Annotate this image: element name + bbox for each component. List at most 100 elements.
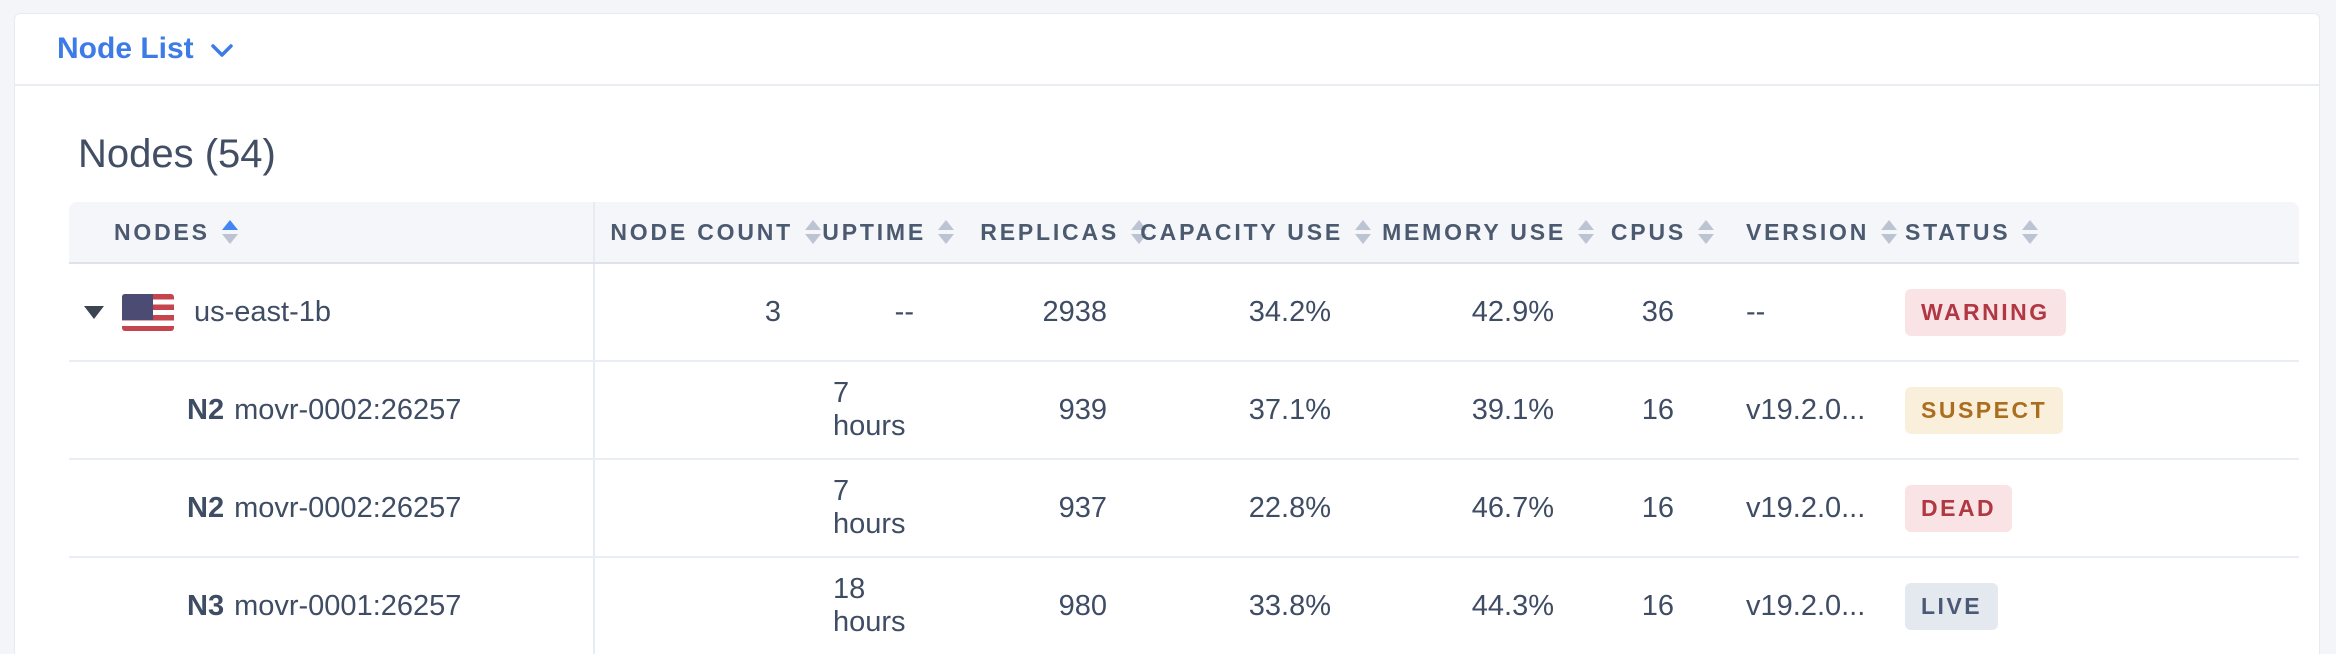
- status-badge: WARNING: [1905, 288, 2066, 336]
- sort-up-arrow: [1698, 220, 1714, 230]
- capacity_use-cell: 22.8%: [1248, 491, 1331, 524]
- expand-caret-icon[interactable]: [84, 305, 104, 319]
- column-label: REPLICAS: [980, 218, 1119, 245]
- column-label: VERSION: [1746, 218, 1870, 245]
- status-cell: LIVE: [1891, 558, 2299, 654]
- page-title: Nodes (54): [78, 132, 276, 176]
- status-badge: SUSPECT: [1905, 386, 2064, 434]
- node_count-cell: [595, 362, 833, 458]
- us-flag-icon: [122, 293, 174, 331]
- replicas-cell: 937: [1058, 491, 1107, 524]
- sort-up-arrow: [221, 220, 238, 230]
- memory_use-cell: 44.3%: [1471, 589, 1554, 622]
- uptime-cell: 7 hours: [833, 475, 906, 540]
- sort-icon[interactable]: [2022, 220, 2039, 244]
- column-header-memory_use[interactable]: MEMORY USE: [1382, 202, 1606, 262]
- replicas-cell: 980: [1058, 589, 1107, 622]
- cpus-cell: 16: [1641, 393, 1674, 426]
- sort-asc-icon[interactable]: [221, 220, 238, 244]
- column-label: CPUS: [1610, 218, 1686, 245]
- column-label: MEMORY USE: [1382, 218, 1566, 245]
- uptime-cell: 18 hours: [833, 573, 906, 638]
- column-label: NODES: [114, 218, 210, 245]
- node-address: movr-0002:26257: [234, 393, 462, 426]
- sort-up-arrow: [1355, 220, 1371, 230]
- sort-down-arrow: [1698, 234, 1714, 244]
- table-header: NODES NODE COUNT UPTIME REPLICAS CAPACITY US…: [69, 202, 2299, 264]
- column-label: NODE COUNT: [610, 218, 793, 245]
- sort-icon[interactable]: [1881, 220, 1898, 244]
- sort-down-arrow: [1881, 234, 1898, 244]
- capacity_use-cell: 37.1%: [1248, 393, 1331, 426]
- sort-down-arrow: [2022, 234, 2039, 244]
- memory_use-cell: 39.1%: [1471, 393, 1554, 426]
- sort-icon[interactable]: [1355, 220, 1371, 244]
- node-list-dropdown[interactable]: Node List: [57, 32, 194, 65]
- sort-icon[interactable]: [1698, 220, 1714, 244]
- capacity_use-cell: 33.8%: [1248, 589, 1331, 622]
- table-row-region-us-east-1b[interactable]: us-east-1b 3 -- 2938 34.2% 42.9% 36 -- WARNING: [69, 264, 2299, 362]
- node_count-cell: [595, 460, 833, 556]
- column-header-replicas[interactable]: REPLICAS: [966, 202, 1159, 262]
- column-header-node_count[interactable]: NODE COUNT: [595, 202, 833, 262]
- column-header-status[interactable]: STATUS: [1891, 202, 2299, 262]
- node-address: movr-0002:26257: [234, 491, 462, 524]
- sort-icon[interactable]: [805, 220, 821, 244]
- sort-up-arrow: [2022, 220, 2039, 230]
- node-id: N2: [187, 491, 225, 524]
- memory_use-cell: 46.7%: [1471, 491, 1554, 524]
- nodes-cell: N2 movr-0002:26257: [69, 460, 595, 556]
- sort-down-arrow: [221, 234, 238, 244]
- status-badge: LIVE: [1905, 582, 1999, 630]
- sort-up-arrow: [1578, 220, 1594, 230]
- version-cell: --: [1746, 295, 1766, 328]
- status-cell: DEAD: [1891, 460, 2299, 556]
- table-body: us-east-1b 3 -- 2938 34.2% 42.9% 36 -- WARNING N2…: [69, 264, 2299, 654]
- cpus-cell: 16: [1641, 491, 1674, 524]
- node-list-card: Node List Nodes (54) NODES NODE COUNT UPTI…: [14, 13, 2320, 654]
- status-badge: DEAD: [1905, 484, 2013, 532]
- sort-icon[interactable]: [1578, 220, 1594, 244]
- sort-up-arrow: [938, 220, 954, 230]
- sort-down-arrow: [938, 234, 954, 244]
- sort-down-arrow: [1131, 234, 1147, 244]
- nodes-cell: N2 movr-0002:26257: [69, 362, 595, 458]
- table-row-node-n2[interactable]: N2 movr-0002:26257 7 hours 937 22.8% 46.7% 16 v…: [69, 460, 2299, 558]
- node-id: N3: [187, 589, 225, 622]
- replicas-cell: 939: [1058, 393, 1107, 426]
- nodes-table: NODES NODE COUNT UPTIME REPLICAS CAPACITY US…: [69, 202, 2299, 654]
- replicas-cell: 2938: [1042, 295, 1107, 328]
- sort-down-arrow: [1355, 234, 1371, 244]
- table-header-row: NODES NODE COUNT UPTIME REPLICAS CAPACITY US…: [69, 202, 2299, 262]
- node-id: N2: [187, 393, 225, 426]
- version-cell: v19.2.0...: [1746, 393, 1866, 426]
- chevron-down-icon[interactable]: [210, 43, 234, 59]
- status-cell: WARNING: [1891, 264, 2299, 360]
- status-cell: SUSPECT: [1891, 362, 2299, 458]
- table-row-node-n2[interactable]: N2 movr-0002:26257 7 hours 939 37.1% 39.1% 16 v…: [69, 362, 2299, 460]
- column-label: CAPACITY USE: [1140, 218, 1343, 245]
- memory_use-cell: 42.9%: [1471, 295, 1554, 328]
- column-label: STATUS: [1905, 218, 2011, 245]
- sort-up-arrow: [1131, 220, 1147, 230]
- sort-up-arrow: [805, 220, 821, 230]
- sort-up-arrow: [1881, 220, 1898, 230]
- nodes-cell: N3 movr-0001:26257: [69, 558, 595, 654]
- uptime-cell: 7 hours: [833, 377, 906, 442]
- table-row-node-n3[interactable]: N3 movr-0001:26257 18 hours 980 33.8% 44.3% 16…: [69, 558, 2299, 654]
- sort-icon[interactable]: [938, 220, 954, 244]
- cpus-cell: 36: [1641, 295, 1674, 328]
- node_count-cell: [595, 558, 833, 654]
- column-header-cpus[interactable]: CPUS: [1606, 202, 1726, 262]
- nodes-cell: us-east-1b: [69, 264, 595, 360]
- version-cell: v19.2.0...: [1746, 491, 1866, 524]
- column-header-version[interactable]: VERSION: [1726, 202, 1898, 262]
- column-header-uptime[interactable]: UPTIME: [822, 202, 966, 262]
- sort-down-arrow: [1578, 234, 1594, 244]
- node_count-cell: 3: [764, 295, 781, 328]
- cpus-cell: 16: [1641, 589, 1674, 622]
- sort-icon[interactable]: [1131, 220, 1147, 244]
- page-selector-bar: Node List: [15, 14, 2319, 86]
- column-header-nodes[interactable]: NODES: [69, 202, 595, 262]
- column-header-capacity_use[interactable]: CAPACITY USE: [1140, 202, 1383, 262]
